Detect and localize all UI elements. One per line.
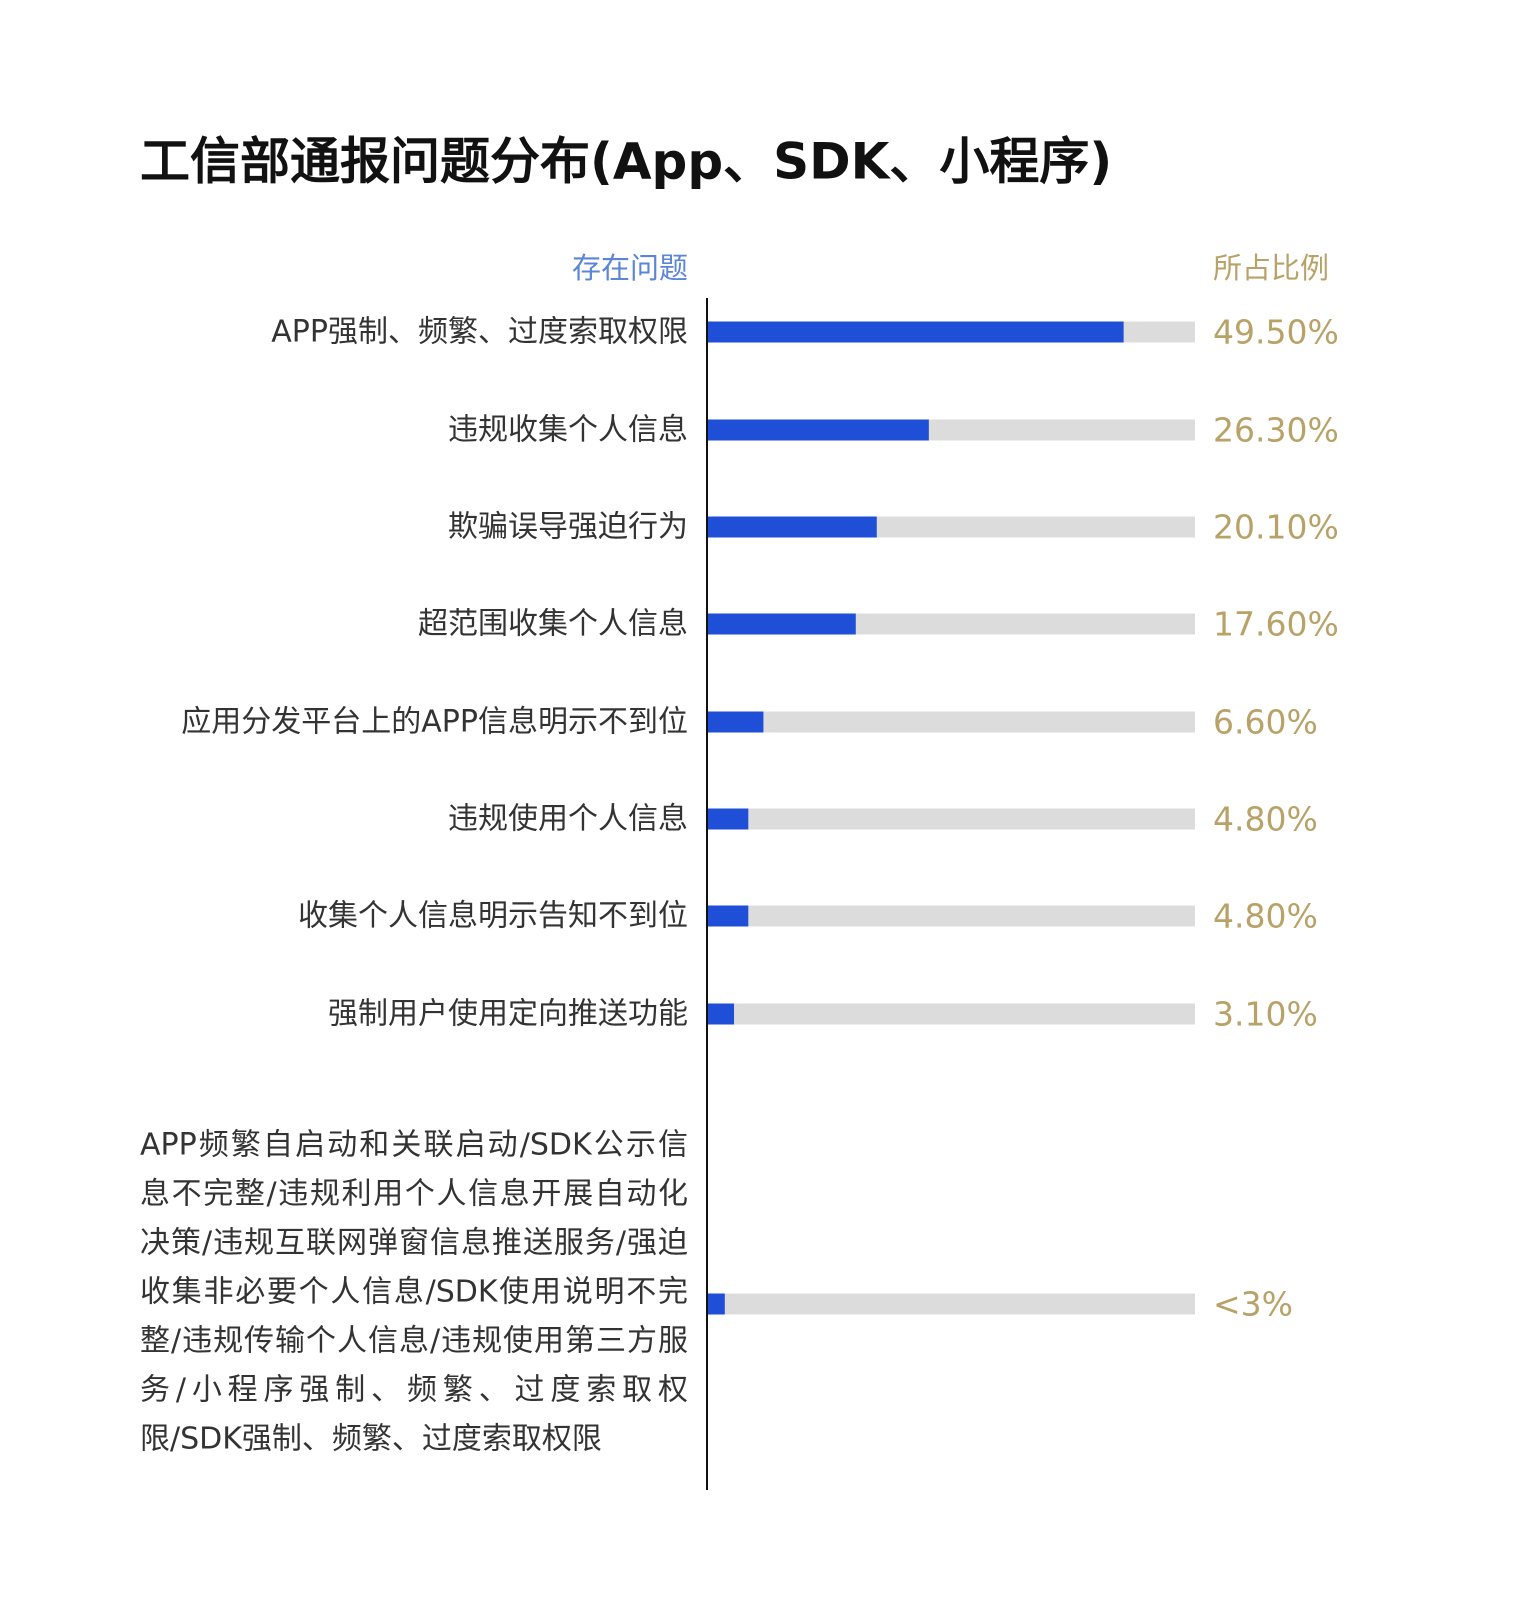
category-label: 收集个人信息明示告知不到位 <box>298 898 688 934</box>
bar <box>708 1293 725 1315</box>
bar <box>708 516 877 538</box>
chart-title: 工信部通报问题分布(App、SDK、小程序) <box>140 133 1112 191</box>
value-label: 3.10% <box>1213 995 1318 1034</box>
bar-track <box>708 905 1195 927</box>
category-label: 应用分发平台上的APP信息明示不到位 <box>181 704 688 740</box>
category-label: APP频繁自启动和关联启动/SDK公示信息不完整/违规利用个人信息开展自动化决策… <box>140 1127 688 1457</box>
category-label: APP强制、频繁、过度索取权限 <box>271 314 688 350</box>
value-label: 4.80% <box>1213 897 1318 936</box>
value-label: 6.60% <box>1213 703 1318 742</box>
bar-track <box>708 711 1195 733</box>
value-header: 所占比例 <box>1213 251 1329 285</box>
category-label: 强制用户使用定向推送功能 <box>328 996 688 1032</box>
value-label: 17.60% <box>1213 605 1339 644</box>
bar <box>708 321 1124 343</box>
value-label: <3% <box>1213 1285 1293 1324</box>
value-label: 4.80% <box>1213 800 1318 839</box>
bar <box>708 613 856 635</box>
bar <box>708 711 764 733</box>
category-label: 违规使用个人信息 <box>448 801 688 837</box>
bar-track <box>708 808 1195 830</box>
value-label: 26.30% <box>1213 411 1339 450</box>
value-label: 49.50% <box>1213 313 1339 352</box>
bar <box>708 419 929 441</box>
value-label: 20.10% <box>1213 508 1339 547</box>
category-label: 违规收集个人信息 <box>448 412 688 448</box>
category-label: 超范围收集个人信息 <box>418 606 688 642</box>
category-label: 欺骗误导强迫行为 <box>448 509 688 545</box>
category-header: 存在问题 <box>572 251 688 285</box>
bar-track <box>708 1293 1195 1315</box>
bar-track <box>708 1003 1195 1025</box>
bar <box>708 905 749 927</box>
bar <box>708 808 749 830</box>
bar <box>708 1003 735 1025</box>
